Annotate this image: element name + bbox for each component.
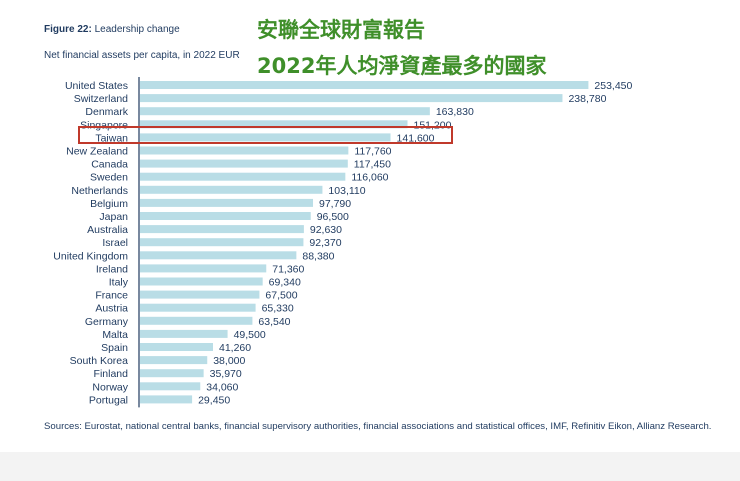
value-label: 97,790 bbox=[319, 198, 351, 210]
bottom-band bbox=[0, 452, 740, 481]
category-label: Belgium bbox=[90, 198, 128, 210]
value-label: 151,200 bbox=[414, 119, 452, 131]
category-label: Taiwan bbox=[95, 132, 128, 144]
bar-finland bbox=[140, 369, 204, 378]
value-label: 49,500 bbox=[234, 329, 266, 341]
bar-japan bbox=[140, 212, 311, 220]
value-label: 92,630 bbox=[310, 224, 342, 236]
bar-new-zealand bbox=[140, 146, 349, 155]
category-label: Switzerland bbox=[74, 93, 128, 105]
bar-south-korea bbox=[140, 356, 208, 365]
overlay-title-line2: 2022年人均淨資產最多的國家 bbox=[257, 54, 547, 78]
value-label: 163,830 bbox=[436, 106, 474, 118]
value-label: 253,450 bbox=[594, 80, 632, 92]
value-label: 88,380 bbox=[302, 250, 334, 262]
value-label: 35,970 bbox=[210, 368, 242, 380]
category-label: New Zealand bbox=[66, 146, 128, 158]
value-label: 65,330 bbox=[262, 303, 294, 315]
bar-ireland bbox=[140, 264, 267, 273]
bar-taiwan bbox=[140, 133, 391, 142]
figure-label: Figure 22: bbox=[44, 24, 92, 35]
bar-germany bbox=[140, 316, 253, 325]
value-label: 238,780 bbox=[568, 93, 606, 105]
value-label: 67,500 bbox=[265, 290, 297, 302]
sources-note: Sources: Eurostat, national central bank… bbox=[44, 421, 712, 432]
bar-portugal bbox=[140, 395, 193, 404]
category-label: Australia bbox=[87, 224, 128, 236]
value-label: 96,500 bbox=[317, 211, 349, 223]
bar-singapore bbox=[140, 120, 408, 129]
bar-netherlands bbox=[140, 185, 323, 194]
category-label: Italy bbox=[109, 277, 129, 289]
value-label: 141,600 bbox=[397, 132, 435, 144]
bar-italy bbox=[140, 277, 263, 286]
bar-norway bbox=[140, 382, 201, 391]
bar-israel bbox=[140, 238, 304, 247]
bar-malta bbox=[140, 329, 228, 338]
category-label: United Kingdom bbox=[53, 250, 128, 262]
category-label: Israel bbox=[102, 237, 128, 249]
category-label: Netherlands bbox=[71, 185, 128, 197]
value-label: 41,260 bbox=[219, 342, 251, 354]
figure-title-text: Leadership change bbox=[94, 24, 180, 35]
category-label: South Korea bbox=[70, 355, 129, 367]
value-label: 38,000 bbox=[213, 355, 245, 367]
value-label: 63,540 bbox=[258, 316, 290, 328]
category-label: Germany bbox=[85, 316, 129, 328]
value-label: 71,360 bbox=[272, 263, 304, 275]
bar-switzerland bbox=[140, 94, 563, 103]
bar-united-states bbox=[140, 81, 589, 89]
category-label: Ireland bbox=[96, 263, 128, 275]
bar-canada bbox=[140, 159, 348, 168]
bar-belgium bbox=[140, 198, 314, 207]
category-label: Singapore bbox=[80, 119, 128, 131]
category-label: Malta bbox=[102, 329, 128, 341]
category-label: Denmark bbox=[85, 106, 128, 118]
category-label: Canada bbox=[91, 159, 128, 171]
figure-title: Figure 22: Leadership change bbox=[44, 24, 180, 35]
category-label: Portugal bbox=[89, 394, 128, 406]
value-label: 29,450 bbox=[198, 394, 230, 406]
bar-denmark bbox=[140, 107, 430, 116]
taiwan-highlight-box bbox=[78, 126, 453, 144]
value-label: 92,370 bbox=[309, 237, 341, 249]
bar-france bbox=[140, 290, 260, 299]
bar-chart: United States 253,450 Switzerland 238,780 De… bbox=[53, 77, 633, 408]
bar-australia bbox=[140, 225, 304, 234]
bar-sweden bbox=[140, 172, 346, 181]
value-label: 69,340 bbox=[269, 277, 301, 289]
overlay-title-line1: 安聯全球財富報告 bbox=[257, 18, 425, 42]
category-label: Japan bbox=[99, 211, 128, 223]
bar-united-kingdom bbox=[140, 251, 297, 260]
value-label: 117,760 bbox=[354, 146, 391, 158]
figure-subtitle: Net financial assets per capita, in 2022… bbox=[44, 50, 240, 61]
category-label: Spain bbox=[101, 342, 128, 354]
category-label: Sweden bbox=[90, 172, 128, 184]
category-label: Finland bbox=[94, 368, 129, 380]
value-label: 116,060 bbox=[351, 172, 388, 184]
value-label: 103,110 bbox=[328, 185, 365, 197]
bar-austria bbox=[140, 303, 256, 312]
category-label: France bbox=[95, 290, 128, 302]
category-label: Norway bbox=[92, 381, 128, 393]
category-label: United States bbox=[65, 80, 128, 92]
bar-spain bbox=[140, 343, 213, 351]
value-label: 34,060 bbox=[206, 381, 238, 393]
category-label: Austria bbox=[95, 303, 128, 315]
value-label: 117,450 bbox=[354, 159, 391, 171]
